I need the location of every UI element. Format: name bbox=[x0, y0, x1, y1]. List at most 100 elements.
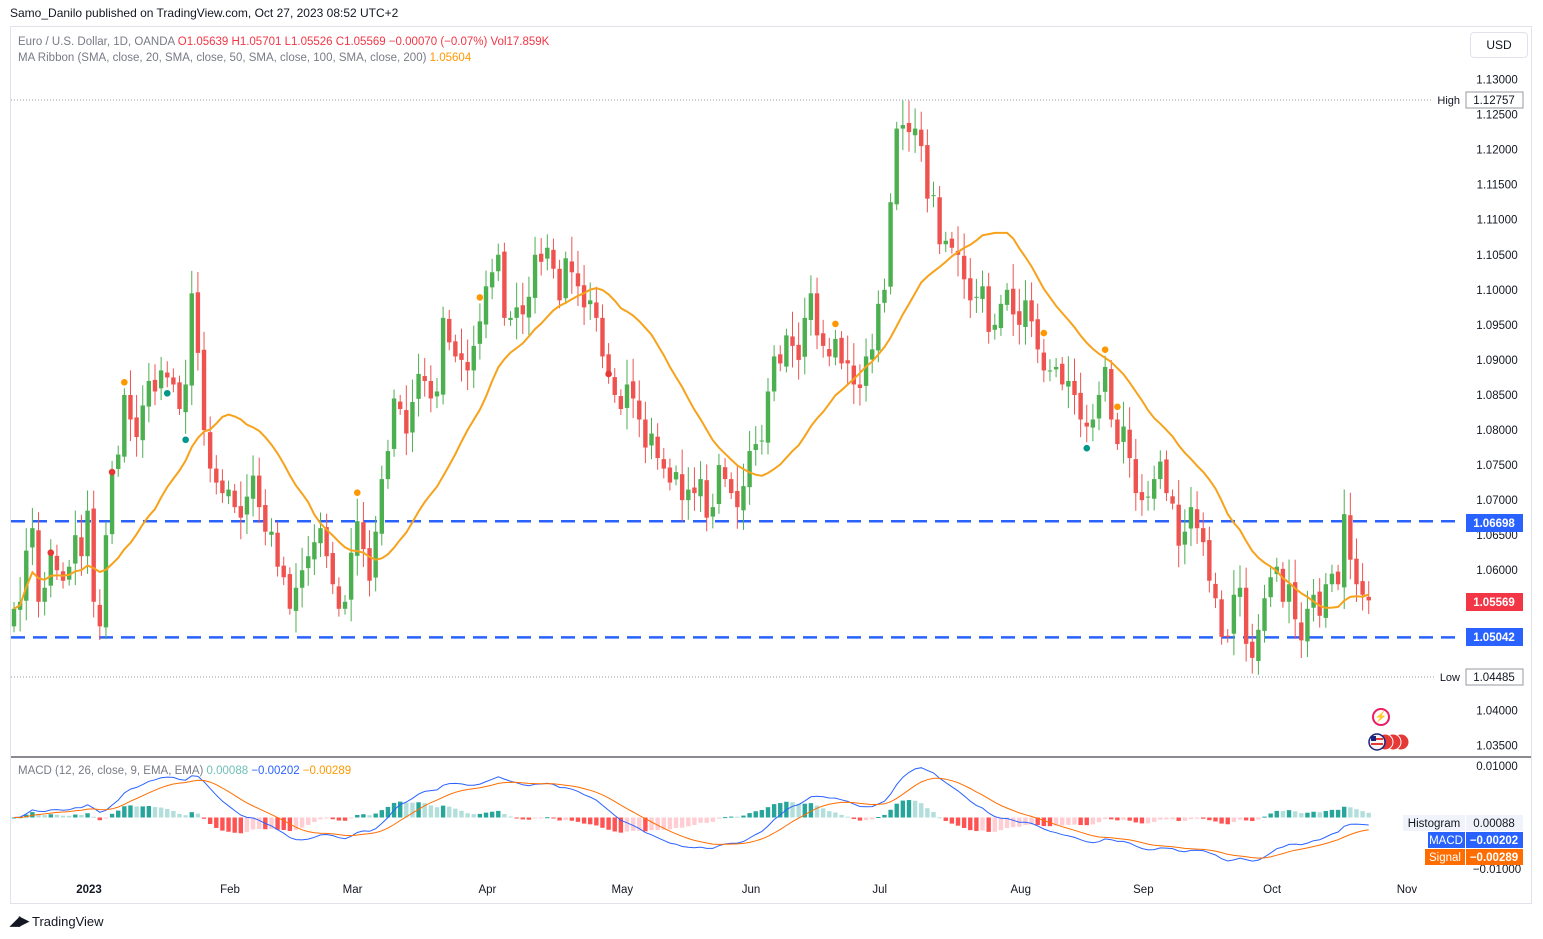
macd-histogram-bar bbox=[637, 817, 642, 831]
candle-body bbox=[1250, 641, 1255, 658]
candle-body bbox=[667, 467, 673, 483]
macd-tag-label-bg bbox=[1428, 832, 1465, 848]
candle-body bbox=[269, 531, 274, 535]
candle-body bbox=[152, 379, 158, 392]
candle-body bbox=[257, 475, 262, 508]
macd-tag-value: −0.00202 bbox=[1470, 835, 1518, 847]
macd-histogram-bar bbox=[851, 817, 857, 819]
macd-hist-value: 0.00088 bbox=[206, 765, 249, 777]
macd-histogram-bar bbox=[1354, 809, 1359, 818]
candle-body bbox=[735, 491, 740, 508]
macd-histogram-bar bbox=[588, 817, 593, 825]
candle-body bbox=[85, 510, 90, 557]
candle-body bbox=[545, 247, 550, 259]
macd-histogram-bar bbox=[195, 813, 201, 818]
macd-histogram-bar bbox=[557, 817, 562, 821]
candle-body bbox=[489, 272, 495, 288]
candle-body bbox=[1262, 598, 1267, 631]
macd-histogram-bar bbox=[232, 817, 237, 833]
macd-histogram-bar bbox=[661, 817, 666, 830]
histogram-tag-label-bg bbox=[1403, 815, 1465, 831]
currency-button[interactable]: USD bbox=[1470, 32, 1528, 58]
candle-body bbox=[630, 381, 636, 399]
macd-histogram-bar bbox=[73, 814, 78, 818]
signal-marker bbox=[1083, 444, 1091, 452]
macd-histogram-bar bbox=[1219, 817, 1224, 824]
candle-body bbox=[1158, 461, 1163, 480]
candle-body bbox=[704, 480, 709, 518]
candle-body bbox=[440, 317, 446, 395]
macd-histogram-bar bbox=[1139, 817, 1145, 824]
candle-body bbox=[220, 480, 225, 494]
candle-body bbox=[520, 305, 525, 315]
candle-body bbox=[404, 410, 409, 434]
price-tick-label: 1.08000 bbox=[1476, 425, 1518, 437]
candle-body bbox=[214, 468, 219, 483]
candle-body bbox=[1219, 599, 1224, 637]
candle-body bbox=[643, 419, 648, 448]
candle-body bbox=[1023, 300, 1028, 327]
signal-marker bbox=[476, 294, 484, 301]
signal-marker bbox=[1040, 329, 1048, 337]
candle-body bbox=[888, 202, 893, 287]
macd-histogram-bar bbox=[1366, 812, 1371, 818]
candle-body bbox=[1237, 587, 1243, 597]
macd-histogram-bar bbox=[1323, 810, 1329, 818]
ohlc-close: C1.05569 bbox=[335, 36, 386, 48]
candle-body bbox=[722, 467, 728, 480]
candle-body bbox=[863, 356, 869, 386]
price-tick-label: 1.06000 bbox=[1476, 565, 1518, 577]
signal-line bbox=[13, 777, 1369, 859]
macd-histogram-bar bbox=[165, 808, 170, 818]
tradingview-logo[interactable]: ◢▶ TradingView bbox=[10, 913, 104, 929]
macd-histogram-bar bbox=[293, 817, 299, 830]
macd-histogram-bar bbox=[937, 817, 942, 819]
macd-line bbox=[13, 767, 1369, 862]
macd-histogram-bar bbox=[894, 803, 899, 818]
macd-histogram-bar bbox=[502, 814, 507, 818]
signal-marker bbox=[47, 549, 55, 557]
candle-body bbox=[600, 317, 605, 357]
candle-body bbox=[1299, 622, 1304, 641]
candle-body bbox=[606, 354, 611, 374]
price-tick-label: 1.13000 bbox=[1476, 75, 1518, 87]
candle-body bbox=[1305, 608, 1310, 642]
macd-histogram-bar bbox=[508, 816, 513, 818]
macd-histogram-bar bbox=[949, 817, 955, 824]
macd-histogram-bar bbox=[48, 814, 53, 818]
price-tick-label: 1.12000 bbox=[1476, 145, 1518, 157]
candle-body bbox=[557, 268, 562, 301]
candle-body bbox=[238, 506, 244, 518]
macd-histogram-bar bbox=[710, 817, 716, 822]
candle-body bbox=[1029, 300, 1034, 322]
macd-histogram-bar bbox=[808, 803, 814, 818]
macd-histogram-bar bbox=[477, 813, 483, 818]
candle-body bbox=[716, 465, 722, 504]
candle-body bbox=[538, 253, 544, 262]
candle-body bbox=[1207, 540, 1212, 581]
candle-body bbox=[992, 324, 997, 330]
macd-histogram-bar bbox=[489, 811, 495, 818]
price-tick-label: 1.07000 bbox=[1476, 495, 1518, 507]
flag-icon[interactable] bbox=[1368, 733, 1410, 751]
macd-histogram-bar bbox=[355, 814, 360, 818]
candle-body bbox=[1323, 584, 1329, 618]
candle-body bbox=[771, 356, 777, 392]
lightning-icon[interactable]: ⚡ bbox=[1372, 708, 1390, 726]
candle-body bbox=[551, 249, 556, 269]
macd-histogram-bar bbox=[385, 806, 391, 818]
candle-body bbox=[949, 238, 955, 248]
candle-body bbox=[1243, 587, 1249, 644]
x-tick-label: Mar bbox=[343, 884, 363, 896]
macd-histogram-bar bbox=[643, 817, 648, 832]
macd-histogram-bar bbox=[1078, 817, 1083, 826]
ma-ribbon-line bbox=[13, 231, 1370, 610]
macd-histogram-bar bbox=[238, 817, 244, 834]
macd-histogram-bar bbox=[1004, 817, 1010, 828]
macd-histogram-bar bbox=[97, 817, 103, 821]
macd-histogram-bar bbox=[281, 817, 286, 831]
macd-histogram-bar bbox=[447, 806, 452, 818]
macd-histogram-bar bbox=[140, 806, 145, 818]
candle-body bbox=[177, 382, 182, 409]
